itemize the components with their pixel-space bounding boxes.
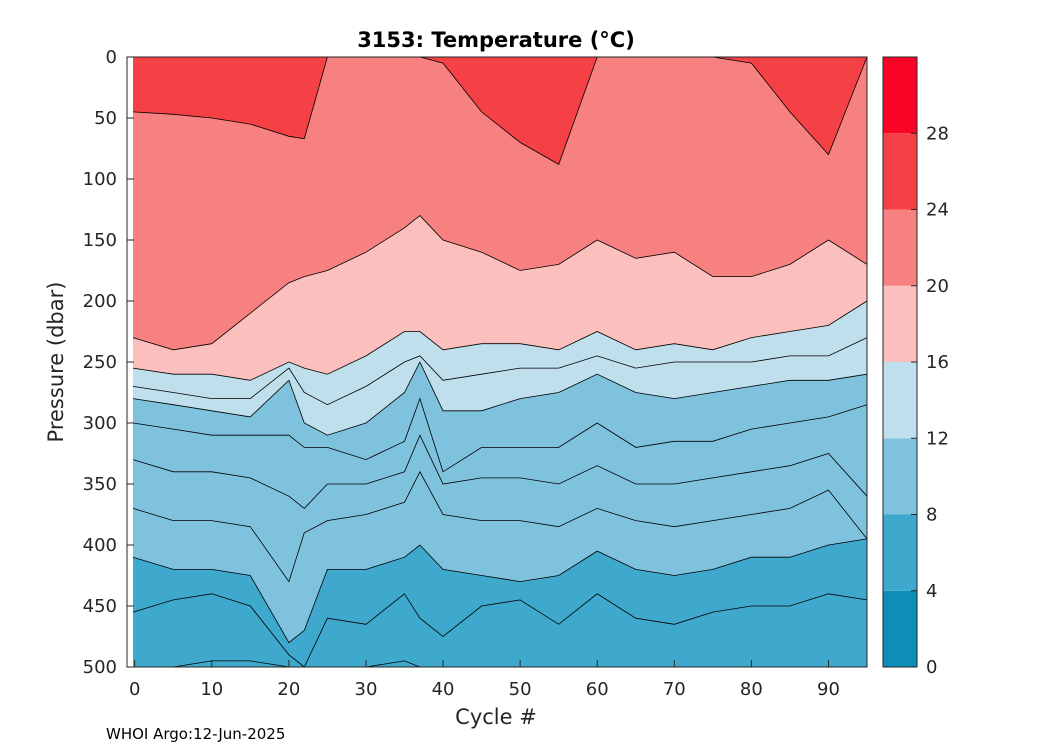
isotherm-10 — [132, 434, 868, 509]
temperature-band-7 — [133, 435, 867, 582]
credit-label: WHOI Argo:12-Jun-2025 — [106, 725, 286, 743]
x-tick-label: 20 — [277, 679, 300, 700]
x-tick-label: 60 — [586, 679, 609, 700]
x-tick-label: 90 — [817, 679, 840, 700]
colorbar-tick-label: 20 — [926, 276, 949, 297]
y-tick-label: 450 — [83, 596, 117, 617]
contour-plot-area — [132, 56, 868, 668]
colorbar-tick-label: 28 — [926, 123, 949, 144]
colorbar-band — [883, 285, 917, 362]
temperature-band-11 — [133, 660, 867, 667]
colorbar-band — [883, 209, 917, 286]
temperature-band-6 — [133, 398, 867, 509]
temperature-band-0 — [133, 57, 867, 165]
y-tick-label: 250 — [83, 352, 117, 373]
x-tick-label: 10 — [200, 679, 223, 700]
colorbar-band — [883, 514, 917, 591]
y-tick-label: 200 — [83, 291, 117, 312]
y-axis: 0 50 100 150 200 250 300 350 400 450 500 — [83, 47, 134, 678]
temperature-band-3 — [133, 301, 867, 405]
y-tick-label: 400 — [83, 535, 117, 556]
colorbar-band — [883, 590, 917, 667]
temperature-band-1 — [133, 57, 867, 350]
y-tick-label: 500 — [83, 657, 117, 678]
x-axis: 0 10 20 30 40 50 60 70 80 90 — [129, 660, 840, 700]
temperature-band-8 — [133, 471, 867, 643]
y-tick-label: 50 — [94, 108, 117, 129]
isotherm-16 — [132, 300, 868, 381]
colorbar-band — [883, 362, 917, 439]
y-axis-label: Pressure (dbar) — [44, 282, 68, 443]
y-tick-label: 300 — [83, 413, 117, 434]
isotherm-12 — [132, 361, 868, 436]
colorbar: 0 4 8 12 16 20 24 28 — [882, 56, 949, 678]
x-tick-label: 50 — [509, 679, 532, 700]
colorbar-tick-label: 0 — [926, 657, 937, 678]
colorbar-band — [883, 133, 917, 210]
colorbar-band — [883, 57, 917, 134]
temperature-band-5 — [133, 362, 867, 472]
isotherm-24 — [132, 56, 868, 165]
chart-title: 3153: Temperature (°C) — [357, 28, 635, 52]
isotherm-20 — [132, 215, 868, 351]
isotherm-11 — [132, 397, 868, 473]
colorbar-tick-label: 4 — [926, 581, 937, 602]
colorbar-band — [883, 438, 917, 515]
y-tick-label: 100 — [83, 169, 117, 190]
temperature-band-2 — [133, 215, 867, 381]
x-axis-label: Cycle # — [455, 705, 537, 729]
isotherm-9 — [132, 470, 868, 583]
y-tick-label: 350 — [83, 474, 117, 495]
x-tick-label: 70 — [663, 679, 686, 700]
x-tick-label: 80 — [740, 679, 763, 700]
isotherm-7 — [132, 593, 868, 668]
isotherm-14 — [132, 337, 868, 406]
x-tick-label: 40 — [432, 679, 455, 700]
x-tick-label: 30 — [355, 679, 378, 700]
temperature-band-10 — [133, 593, 867, 667]
colorbar-tick-label: 8 — [926, 505, 937, 526]
colorbar-tick-label: 24 — [926, 200, 949, 221]
colorbar-tick-label: 12 — [926, 428, 949, 449]
isotherm-8 — [132, 538, 868, 644]
colorbar-tick-label: 16 — [926, 352, 949, 373]
y-tick-label: 0 — [106, 47, 117, 68]
y-tick-label: 150 — [83, 230, 117, 251]
x-tick-label: 0 — [129, 679, 140, 700]
